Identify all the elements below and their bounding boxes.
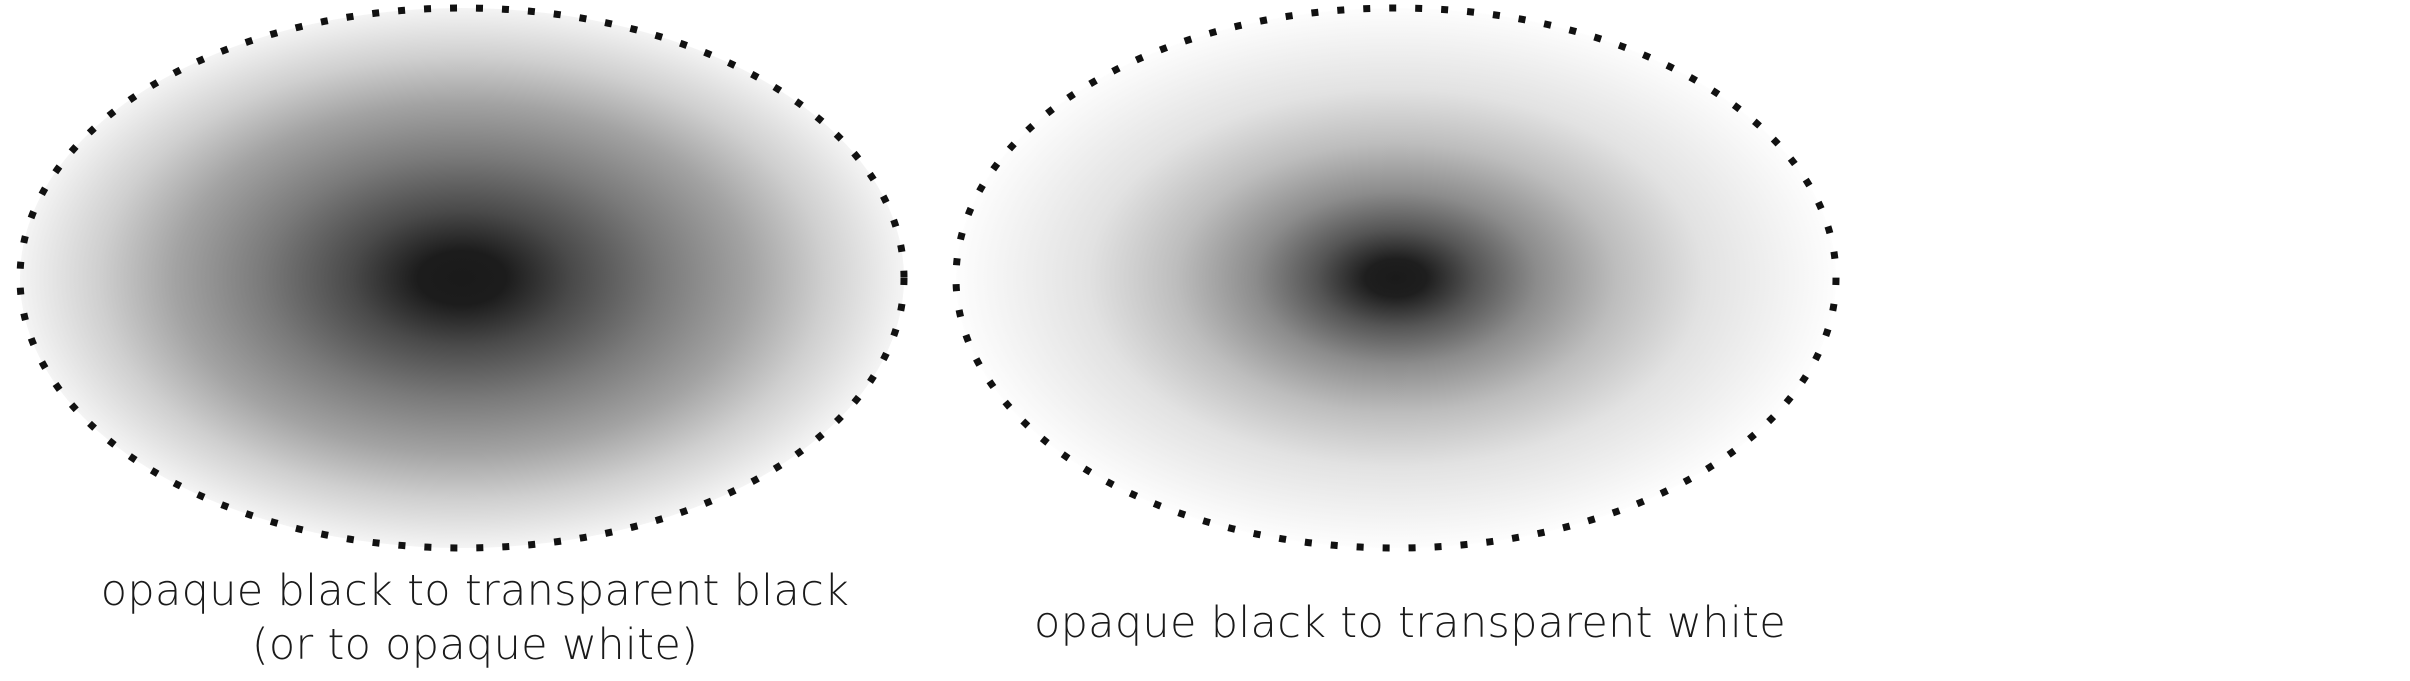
ellipse-diagram-2 bbox=[952, 4, 1840, 552]
caption-1-line-2: (or to opaque white) bbox=[251, 620, 699, 670]
gradient-ellipse-1 bbox=[20, 8, 904, 548]
panel-black-to-transparent-white: opaque black to transparent white bbox=[940, 0, 1880, 681]
caption-1-line-1: opaque black to transparent black bbox=[100, 566, 850, 616]
dotted-boundary-1 bbox=[16, 4, 908, 552]
caption-2: opaque black to transparent white bbox=[940, 596, 1880, 650]
caption-1: opaque black to transparent black (or to… bbox=[40, 564, 910, 672]
caption-2-line-1: opaque black to transparent white bbox=[1033, 598, 1786, 648]
panel-black-to-transparent-black: opaque black to transparent black (or to… bbox=[0, 0, 930, 681]
ellipse-diagram-1 bbox=[16, 4, 908, 552]
dotted-boundary-2 bbox=[952, 4, 1840, 552]
gradient-ellipse-2 bbox=[956, 8, 1836, 548]
